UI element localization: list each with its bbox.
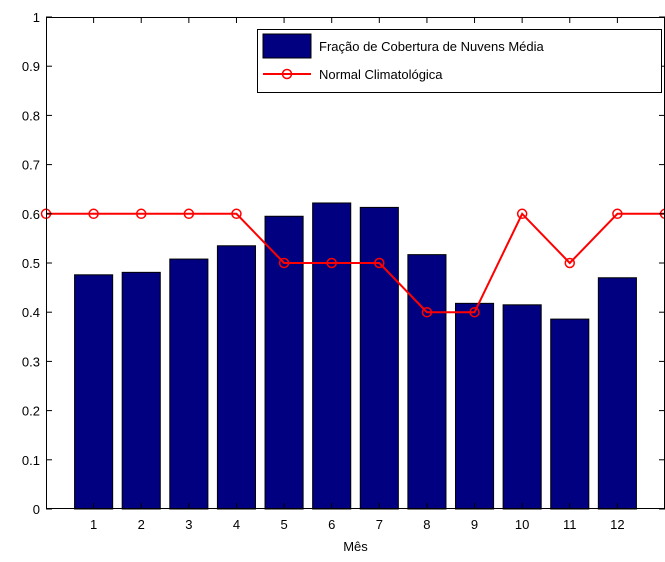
- line-path: [46, 212, 665, 314]
- x-tick-label: 1: [90, 517, 97, 532]
- bar: [407, 254, 447, 510]
- bar: [264, 215, 304, 510]
- y-tick-label: 1: [33, 10, 40, 25]
- bar-series: [74, 202, 637, 510]
- line-marker: [278, 257, 290, 269]
- bar: [454, 302, 495, 510]
- y-tick-label: 0.7: [22, 158, 40, 173]
- legend-bar-label: Fração de Cobertura de Nuvens Média: [319, 39, 545, 54]
- legend-bar-swatch: [262, 33, 312, 59]
- line-marker: [135, 208, 147, 220]
- bar: [312, 202, 352, 510]
- line-marker: [421, 306, 433, 318]
- x-tick-label: 8: [423, 517, 430, 532]
- y-tick-label: 0: [33, 502, 40, 517]
- x-tick-label: 4: [233, 517, 240, 532]
- bar: [169, 258, 209, 510]
- bar: [359, 206, 399, 510]
- y-tick-label: 0.4: [22, 305, 40, 320]
- x-tick-label: 2: [138, 517, 145, 532]
- line-marker: [231, 208, 242, 220]
- line-marker: [516, 208, 528, 220]
- bar: [121, 271, 161, 510]
- line-marker: [469, 306, 480, 318]
- line-marker: [564, 257, 576, 269]
- legend-line-label: Normal Climatológica: [319, 67, 443, 82]
- y-tick-label: 0.9: [22, 59, 40, 74]
- bar: [502, 304, 542, 510]
- y-tick-label: 0.5: [22, 256, 40, 271]
- x-axis: 1 2 3 4 5 6 7 8 9 10 11 12: [90, 17, 625, 532]
- line-marker: [374, 257, 385, 269]
- line-marker: [612, 208, 623, 220]
- x-tick-label: 7: [376, 517, 383, 532]
- y-tick-label: 0.8: [22, 108, 40, 123]
- x-tick-label: 3: [185, 517, 192, 532]
- line-marker: [183, 208, 195, 220]
- bar: [74, 274, 114, 510]
- y-tick-label: 0.2: [22, 404, 40, 419]
- x-tick-label: 10: [515, 517, 529, 532]
- legend-box: [257, 29, 662, 93]
- x-tick-label: 6: [328, 517, 335, 532]
- x-tick-label: 12: [610, 517, 624, 532]
- x-tick-label: 11: [563, 517, 577, 532]
- legend: Fração de Cobertura de Nuvens Média Norm…: [257, 29, 662, 93]
- x-tick-label: 5: [280, 517, 287, 532]
- line-marker: [88, 208, 99, 220]
- line-series: [40, 208, 665, 318]
- legend-line-marker: [281, 68, 293, 80]
- bar: [550, 318, 590, 510]
- bar: [216, 245, 257, 510]
- line-marker: [326, 257, 337, 269]
- y-tick-label: 0.3: [22, 354, 40, 369]
- x-axis-label: Mês: [343, 539, 368, 554]
- bar: [597, 277, 637, 510]
- y-tick-label: 0.1: [22, 453, 40, 468]
- y-tick-label: 0.6: [22, 207, 40, 222]
- y-axis: 0 0.1 0.2 0.3 0.4 0.5 0.6 0.7 0.8 0.9 1: [22, 10, 665, 517]
- x-tick-label: 9: [471, 517, 478, 532]
